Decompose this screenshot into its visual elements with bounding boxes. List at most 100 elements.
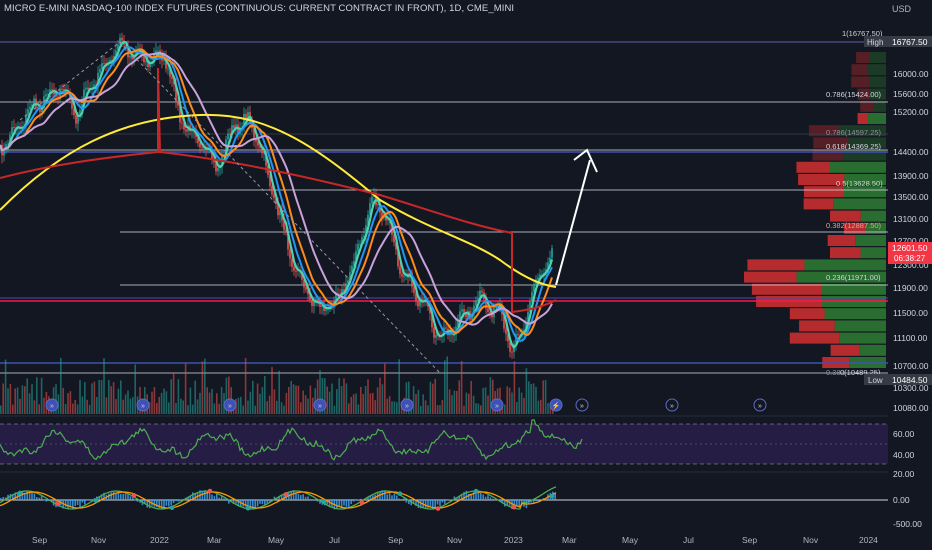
volume-bar	[216, 393, 218, 414]
dividend-icon[interactable]: »	[223, 398, 237, 412]
candle-body	[127, 46, 129, 58]
candle-body	[301, 271, 303, 280]
earnings-icon[interactable]: »	[575, 398, 589, 412]
volume-bar	[252, 380, 254, 414]
macd-hist-bar	[518, 500, 520, 508]
macd-hist-bar	[98, 496, 100, 500]
macd-hist-bar	[283, 494, 285, 500]
volume-bar	[381, 384, 384, 414]
macd-tick-label: 0.00	[893, 495, 910, 505]
volume-bar	[62, 387, 64, 414]
vp-buy-bar	[842, 149, 886, 161]
volume-bar	[199, 392, 201, 414]
macd-hist-bar	[256, 500, 259, 507]
volume-bar	[319, 370, 321, 414]
volume-bar	[103, 358, 105, 414]
candle-body	[37, 107, 39, 109]
time-axis[interactable]: Sep Nov 2022 Mar May Jul Sep Nov 2023 Mar May Jul Se…	[32, 535, 878, 545]
dividend-icon[interactable]: »	[490, 398, 504, 412]
fib-label: 0.382(12887.50)	[826, 221, 882, 230]
candle-body	[345, 283, 347, 293]
candle-body	[243, 113, 245, 128]
volume-bar	[91, 383, 93, 414]
macd-hist-bar	[444, 500, 446, 504]
volume-bar	[518, 387, 520, 414]
time-label: May	[622, 535, 639, 545]
candle-body	[247, 112, 249, 120]
fib-label: 0.5(13628.50)	[836, 179, 883, 188]
earnings-icon[interactable]: »	[753, 398, 767, 412]
volume-bar	[547, 403, 549, 414]
candle-body	[465, 314, 467, 318]
candle-body	[39, 107, 41, 112]
volume-bar	[74, 399, 76, 414]
dividend-icon[interactable]: »	[313, 398, 327, 412]
volume-bar	[540, 399, 542, 414]
svg-text:»: »	[50, 403, 54, 410]
candle-body	[347, 280, 349, 284]
volume-bar	[86, 399, 88, 414]
macd-hist-bar	[535, 500, 537, 502]
volume-bar	[108, 380, 110, 414]
vp-sell-bar	[751, 283, 822, 295]
candle-body	[481, 290, 483, 293]
earnings-icon[interactable]: »	[665, 398, 679, 412]
price-tick-label: 11100.00	[893, 333, 927, 343]
price-axis[interactable]: 16000.00 15600.00 15200.00 14400.00 13900.00…	[864, 36, 932, 529]
chart-title: MICRO E-MINI NASDAQ-100 INDEX FUTURES (C…	[4, 3, 515, 14]
macd-hist-bar	[297, 493, 300, 500]
fib-retracement[interactable]: 1(16767.50) 0.786(15424.00) 0.786(14597.25…	[0, 29, 888, 377]
candle-body	[539, 274, 541, 278]
candle-body	[505, 328, 507, 334]
volume-bar	[316, 379, 319, 414]
volume-bar	[256, 383, 259, 414]
fib-label: 1(16767.50)	[842, 29, 883, 38]
candle-body	[99, 69, 101, 73]
dividend-icon[interactable]: »	[45, 398, 59, 412]
macd-hist-bar	[12, 493, 14, 500]
candle-body	[475, 300, 477, 306]
event-markers[interactable]: » » » » » » ⚡ » » »	[45, 398, 767, 412]
fib-label: 0.382	[826, 368, 845, 377]
time-label: Nov	[447, 535, 463, 545]
volume-bar	[148, 402, 151, 414]
macd-hist-bar	[228, 500, 230, 504]
volume-bar	[489, 377, 492, 414]
currency-label[interactable]: USD	[892, 4, 912, 14]
macd-cross-dot	[169, 505, 175, 510]
candle-body	[201, 147, 203, 149]
candle-body	[97, 72, 99, 88]
candle-body	[227, 133, 229, 140]
macd-hist-bar	[206, 491, 208, 500]
volume-bar	[182, 400, 184, 414]
dividend-icon[interactable]: »	[400, 398, 414, 412]
drawings[interactable]	[19, 41, 598, 374]
volume-bar	[506, 386, 508, 414]
macd-hist-bar	[220, 496, 223, 500]
candle-body	[135, 51, 137, 55]
candle-body	[57, 96, 59, 98]
dividend-icon[interactable]: »	[136, 398, 150, 412]
macd-hist-bar	[223, 498, 225, 500]
time-label: Sep	[388, 535, 403, 545]
candle-body	[309, 294, 311, 301]
price-tick-label: 15200.00	[893, 107, 929, 117]
volume-bar	[412, 386, 415, 414]
volume-bar	[36, 377, 38, 414]
volume-bar	[134, 364, 136, 414]
candle-body	[369, 203, 371, 215]
macd-hist-bar	[237, 500, 240, 506]
candle-body	[9, 134, 11, 144]
volume-bar	[453, 390, 456, 414]
macd-hist-bar	[420, 500, 422, 509]
volume-bar	[297, 385, 300, 414]
macd-hist-bar	[530, 500, 532, 503]
candle-body	[461, 309, 463, 312]
volume-bar	[88, 405, 91, 414]
lightning-icon[interactable]: ⚡	[549, 398, 563, 412]
volume-bar	[98, 379, 100, 414]
macd-hist-bar	[386, 494, 388, 500]
candle-body	[527, 311, 529, 324]
volume-bar	[189, 387, 192, 414]
